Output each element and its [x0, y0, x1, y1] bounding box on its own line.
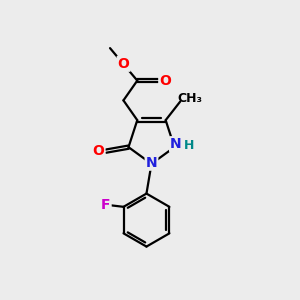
Text: O: O: [159, 74, 171, 88]
Text: H: H: [183, 139, 194, 152]
Text: CH₃: CH₃: [177, 92, 202, 105]
Text: O: O: [118, 57, 130, 71]
Text: N: N: [170, 137, 182, 151]
Text: N: N: [146, 156, 157, 170]
Text: F: F: [101, 198, 111, 212]
Text: O: O: [93, 144, 104, 158]
